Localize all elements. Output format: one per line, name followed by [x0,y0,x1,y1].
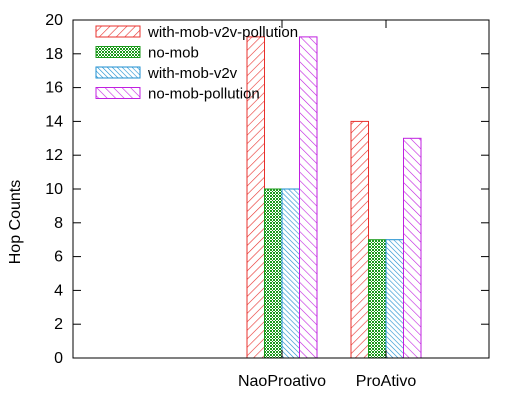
y-tick-label: 8 [54,215,63,232]
x-tick-label: ProAtivo [356,373,417,390]
y-tick-label: 18 [45,46,63,63]
y-tick-label: 10 [45,181,63,198]
bar-with-mob-v2v-NaoProativo [281,188,300,359]
legend-label: no-mob [148,45,199,62]
y-axis-label: Hop Counts [7,180,24,265]
y-tick-label: 16 [45,80,63,97]
y-tick-label: 4 [54,282,63,299]
y-tick-label: 12 [45,147,63,164]
bar-no-mob-NaoProativo [264,188,283,359]
legend-label: with-mob-v2v [147,65,238,82]
legend: with-mob-v2v-pollution no-mob with-mob-v2v… [95,24,298,103]
y-tick-label: 14 [45,113,63,130]
y-tick-label: 2 [54,316,63,333]
bar-no-mob-ProAtivo [368,239,387,359]
legend-swatch [95,25,141,38]
bar-with-mob-v2v-ProAtivo [385,239,404,359]
y-tick-label: 6 [54,249,63,266]
x-tick-label: NaoProativo [238,373,326,390]
ticks-layer: 0 2 4 6 8 10 12 14 16 18 20 NaoProativo ProAtivo [45,12,489,390]
y-tick-label: 0 [54,350,63,367]
bar-with-mob-v2v-pollution-ProAtivo [350,120,369,359]
legend-swatch [95,87,141,99]
legend-swatch [95,66,141,79]
legend-label: no-mob-pollution [148,86,260,103]
y-tick-label: 20 [45,12,63,29]
bar-no-mob-pollution-ProAtivo [403,137,422,359]
bars-layer [246,36,422,359]
legend-swatch [95,46,141,58]
bar-no-mob-pollution-NaoProativo [299,36,318,359]
legend-label: with-mob-v2v-pollution [147,24,298,41]
